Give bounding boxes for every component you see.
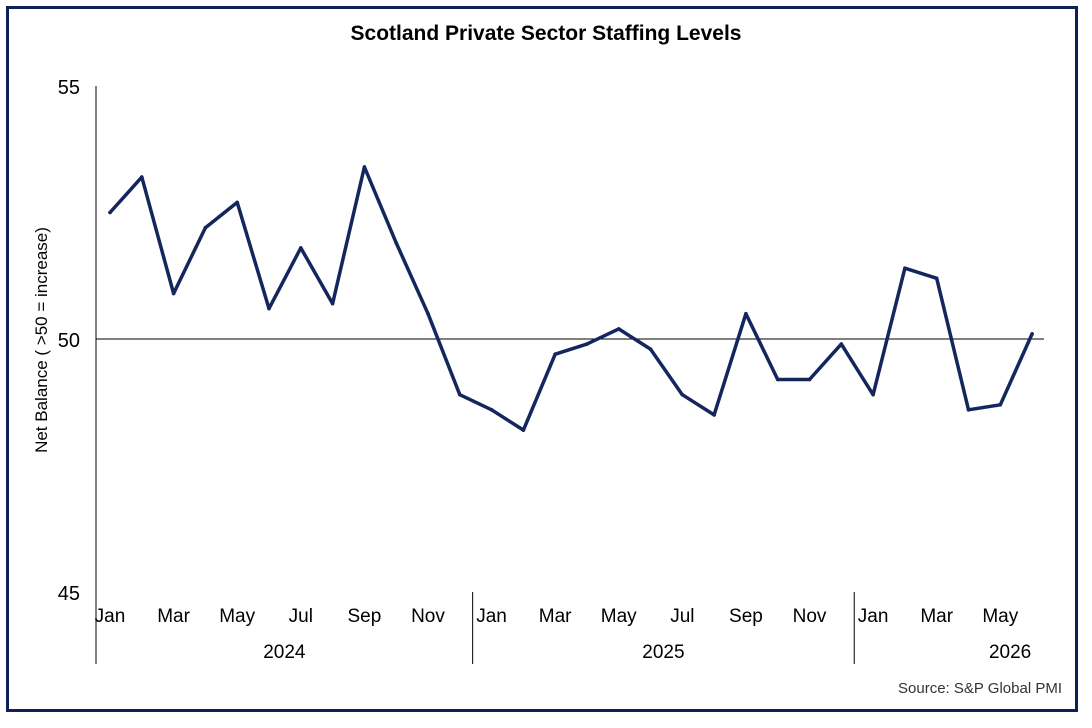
- x-tick-label: Jul: [670, 606, 694, 627]
- data-point: [648, 347, 653, 351]
- y-tick-label: 45: [58, 583, 80, 605]
- data-point: [139, 175, 144, 179]
- data-point: [871, 392, 875, 397]
- data-point: [966, 408, 971, 412]
- data-point: [934, 276, 939, 281]
- data-point: [553, 352, 557, 356]
- x-tick-label: Nov: [411, 606, 445, 627]
- x-tick-label: May: [219, 606, 255, 627]
- x-tick-label: Jan: [476, 606, 507, 627]
- y-tick-label: 55: [58, 77, 80, 99]
- series-layer: [108, 165, 1034, 432]
- data-point: [267, 306, 271, 311]
- data-point: [330, 301, 335, 306]
- y-axis-label: Net Balance ( >50 = increase): [32, 227, 51, 453]
- data-point: [203, 225, 208, 230]
- data-point: [362, 165, 367, 169]
- axes: [95, 86, 1044, 664]
- y-tick-label: 50: [58, 330, 80, 352]
- series-line: [108, 165, 1034, 432]
- x-tick-label: Mar: [920, 606, 953, 627]
- x-tick-label: May: [601, 606, 637, 627]
- data-point: [1030, 332, 1034, 336]
- data-point: [521, 428, 526, 432]
- data-point: [394, 241, 398, 245]
- data-point: [235, 200, 239, 205]
- x-tick-label: Sep: [729, 606, 763, 627]
- data-point: [680, 392, 685, 397]
- tick-labels: 45 50 55 Jan Mar May Jul Sep Nov Jan Mar May Jul Sep N…: [58, 77, 1031, 663]
- source-note: Source: S&P Global PMI: [898, 680, 1062, 697]
- data-point: [426, 311, 430, 316]
- data-point: [585, 342, 589, 346]
- x-tick-label: Mar: [157, 606, 190, 627]
- data-point: [712, 413, 716, 417]
- x-tick-label: Mar: [539, 606, 572, 627]
- data-point: [616, 327, 621, 331]
- data-point: [744, 311, 748, 316]
- year-label: 2025: [642, 642, 684, 663]
- data-point: [998, 402, 1003, 407]
- data-point: [108, 210, 112, 215]
- data-point: [171, 291, 176, 296]
- x-tick-label: Jan: [858, 606, 889, 627]
- data-point: [775, 377, 780, 382]
- x-tick-label: Jan: [95, 606, 126, 627]
- data-point: [457, 392, 462, 397]
- data-point: [903, 266, 907, 270]
- x-tick-label: Jul: [289, 606, 313, 627]
- year-label: 2026: [989, 642, 1031, 663]
- data-point: [807, 377, 812, 382]
- data-point: [298, 246, 303, 250]
- chart-frame: [6, 6, 1078, 712]
- year-label: 2024: [263, 642, 306, 663]
- data-point: [489, 408, 494, 412]
- x-tick-label: Nov: [793, 606, 827, 627]
- x-tick-label: May: [982, 606, 1018, 627]
- x-tick-label: Sep: [347, 606, 381, 627]
- chart-title: Scotland Private Sector Staffing Levels: [350, 22, 742, 45]
- data-point: [839, 342, 844, 346]
